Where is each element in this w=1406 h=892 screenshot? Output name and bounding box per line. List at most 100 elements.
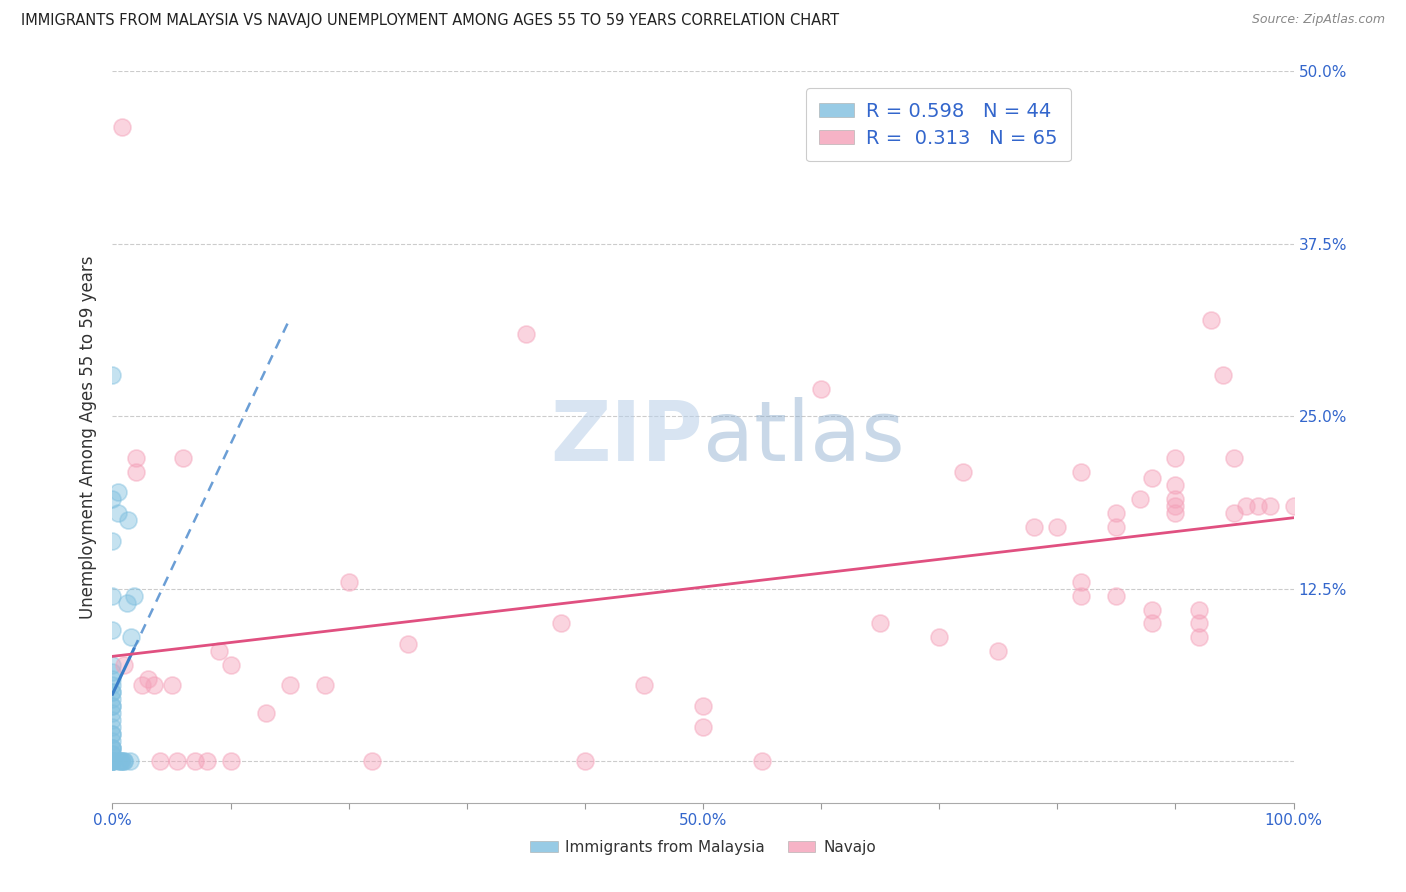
Point (314, 678, 336, 692)
Point (101, 755, 124, 769)
Text: atlas: atlas (703, 397, 904, 477)
Point (112, 755, 135, 769)
Point (1164, 478, 1187, 492)
Point (101, 685, 124, 699)
Point (101, 624, 124, 638)
Point (120, 630, 142, 644)
Point (107, 485, 129, 500)
Point (117, 513, 139, 527)
Point (1282, 499, 1305, 513)
Point (101, 699, 124, 714)
Point (1105, 506, 1128, 520)
Point (101, 665, 124, 679)
Point (1188, 602, 1211, 616)
Point (633, 678, 655, 692)
Point (101, 533, 124, 548)
Point (1140, 471, 1163, 485)
Point (101, 672, 124, 686)
Point (1140, 602, 1163, 616)
Text: Source: ZipAtlas.com: Source: ZipAtlas.com (1251, 13, 1385, 27)
Point (692, 699, 714, 714)
Point (101, 727, 124, 741)
Point (1247, 499, 1270, 513)
Point (1105, 589, 1128, 603)
Point (115, 596, 138, 610)
Point (1046, 520, 1069, 534)
Point (108, 755, 131, 769)
Y-axis label: Unemployment Among Ages 55 to 59 years: Unemployment Among Ages 55 to 59 years (79, 255, 97, 619)
Point (396, 637, 419, 651)
Legend: Immigrants from Malaysia, Navajo: Immigrants from Malaysia, Navajo (524, 834, 882, 861)
Point (160, 678, 183, 692)
Point (1199, 312, 1222, 326)
Point (112, 657, 135, 672)
Point (142, 678, 165, 692)
Point (550, 616, 572, 631)
Point (122, 589, 145, 603)
Point (184, 755, 207, 769)
Point (101, 678, 124, 692)
Point (1070, 574, 1092, 589)
Point (1164, 499, 1187, 513)
Point (101, 747, 124, 762)
Point (1140, 616, 1163, 631)
Text: ZIP: ZIP (551, 397, 703, 477)
Point (101, 740, 124, 755)
Point (112, 755, 135, 769)
Point (1164, 450, 1187, 465)
Point (219, 657, 242, 672)
Point (110, 755, 132, 769)
Point (101, 733, 124, 747)
Point (101, 713, 124, 727)
Point (149, 755, 172, 769)
Point (1070, 589, 1092, 603)
Point (208, 644, 231, 658)
Point (166, 755, 188, 769)
Point (1223, 450, 1246, 465)
Point (987, 644, 1010, 658)
Point (692, 720, 714, 734)
Point (1188, 630, 1211, 644)
Point (101, 755, 124, 769)
Point (928, 630, 950, 644)
Point (1164, 506, 1187, 520)
Point (120, 755, 142, 769)
Point (101, 657, 124, 672)
Point (101, 755, 124, 769)
Point (515, 326, 537, 341)
Point (125, 465, 148, 479)
Point (278, 678, 301, 692)
Point (101, 692, 124, 706)
Point (101, 589, 124, 603)
Point (101, 699, 124, 714)
Point (1105, 520, 1128, 534)
Point (101, 706, 124, 720)
Point (101, 685, 124, 699)
Point (869, 616, 891, 631)
Point (337, 574, 360, 589)
Point (1188, 616, 1211, 631)
Point (101, 720, 124, 734)
Point (1164, 492, 1187, 507)
Point (101, 740, 124, 755)
Point (574, 755, 596, 769)
Point (101, 740, 124, 755)
Text: IMMIGRANTS FROM MALAYSIA VS NAVAJO UNEMPLOYMENT AMONG AGES 55 TO 59 YEARS CORREL: IMMIGRANTS FROM MALAYSIA VS NAVAJO UNEMP… (21, 13, 839, 29)
Point (101, 755, 124, 769)
Point (1212, 368, 1234, 382)
Point (195, 755, 218, 769)
Point (751, 755, 773, 769)
Point (107, 506, 129, 520)
Point (1258, 499, 1281, 513)
Point (125, 450, 148, 465)
Point (1070, 465, 1092, 479)
Point (107, 755, 129, 769)
Point (101, 368, 124, 382)
Point (1223, 506, 1246, 520)
Point (111, 755, 134, 769)
Point (101, 747, 124, 762)
Point (136, 672, 159, 686)
Point (101, 727, 124, 741)
Point (101, 755, 124, 769)
Point (219, 755, 242, 769)
